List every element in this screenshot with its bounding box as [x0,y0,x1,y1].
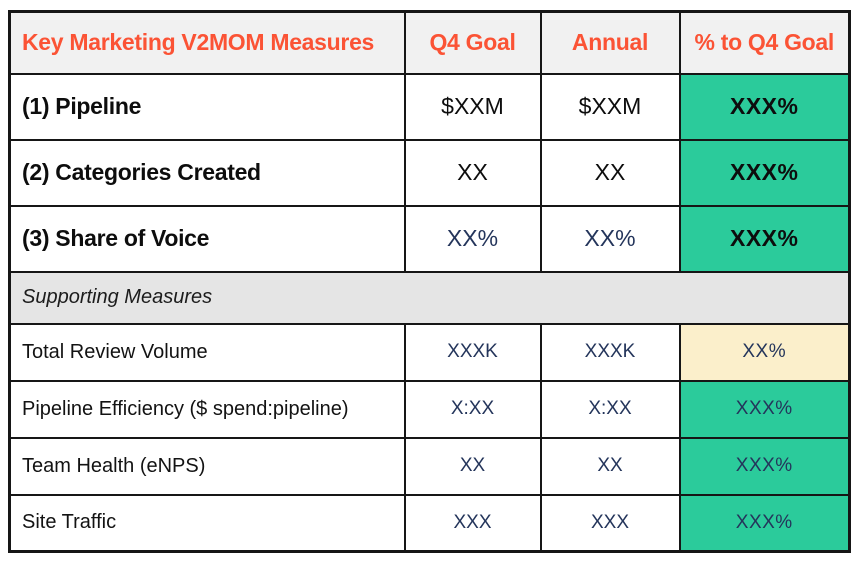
pct-to-goal-value: XXX% [678,72,851,141]
row-label: Total Review Volume [8,322,406,382]
section-label: Supporting Measures [8,270,851,325]
annual-value: X:XX [539,379,681,439]
row-label: Pipeline Efficiency ($ spend:pipeline) [8,379,406,439]
measures-table: Key Marketing V2MOM Measures Q4 Goal Ann… [8,10,851,553]
q4-goal-value: $XXM [403,72,542,141]
row-label: (1) Pipeline [8,72,406,141]
table-row-total-review-volume: Total Review Volume XXXK XXXK XX% [8,322,851,382]
q4-goal-value: XXX [403,493,542,553]
header-annual: Annual [539,10,681,75]
annual-value: XXX [539,493,681,553]
row-label: (3) Share of Voice [8,204,406,273]
section-row-supporting-measures: Supporting Measures [8,270,851,325]
q4-goal-value: XX [403,138,542,207]
annual-value: XX [539,436,681,496]
pct-to-goal-value: XXX% [678,379,851,439]
table-row-share-of-voice: (3) Share of Voice XX% XX% XXX% [8,204,851,273]
pct-to-goal-value: XXX% [678,436,851,496]
row-label: Site Traffic [8,493,406,553]
pct-to-goal-value: XX% [678,322,851,382]
q4-goal-value: XX [403,436,542,496]
table-header-row: Key Marketing V2MOM Measures Q4 Goal Ann… [8,10,851,75]
table-row-site-traffic: Site Traffic XXX XXX XXX% [8,493,851,553]
q4-goal-value: XX% [403,204,542,273]
pct-to-goal-value: XXX% [678,493,851,553]
pct-to-goal-value: XXX% [678,204,851,273]
table-row-categories-created: (2) Categories Created XX XX XXX% [8,138,851,207]
row-label: (2) Categories Created [8,138,406,207]
table-row-pipeline-efficiency: Pipeline Efficiency ($ spend:pipeline) X… [8,379,851,439]
q4-goal-value: X:XX [403,379,542,439]
header-q4-goal: Q4 Goal [403,10,542,75]
annual-value: XX% [539,204,681,273]
annual-value: $XXM [539,72,681,141]
pct-to-goal-value: XXX% [678,138,851,207]
v2mom-measures-table: Key Marketing V2MOM Measures Q4 Goal Ann… [8,10,851,553]
q4-goal-value: XXXK [403,322,542,382]
row-label: Team Health (eNPS) [8,436,406,496]
annual-value: XX [539,138,681,207]
table-row-pipeline: (1) Pipeline $XXM $XXM XXX% [8,72,851,141]
table-row-team-health: Team Health (eNPS) XX XX XXX% [8,436,851,496]
header-key-measures: Key Marketing V2MOM Measures [8,10,406,75]
header-pct-to-q4-goal: % to Q4 Goal [678,10,851,75]
annual-value: XXXK [539,322,681,382]
